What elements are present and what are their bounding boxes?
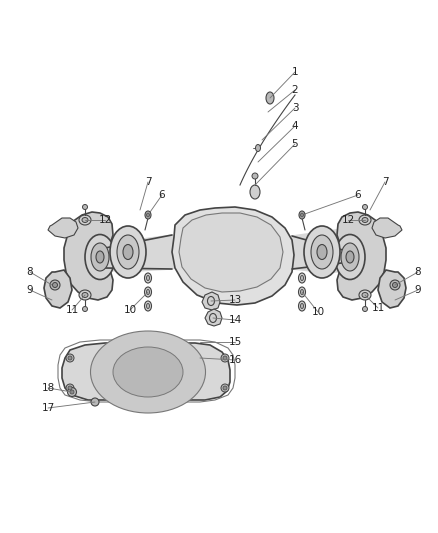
Ellipse shape (146, 276, 149, 280)
Polygon shape (372, 218, 402, 238)
Ellipse shape (91, 243, 109, 271)
Text: 9: 9 (415, 285, 421, 295)
Ellipse shape (146, 303, 149, 309)
Text: 9: 9 (27, 285, 33, 295)
Ellipse shape (363, 205, 367, 209)
Text: 6: 6 (159, 190, 165, 200)
Ellipse shape (266, 92, 274, 104)
Ellipse shape (252, 173, 258, 179)
Ellipse shape (300, 303, 304, 309)
Text: 15: 15 (228, 337, 242, 347)
Ellipse shape (221, 384, 229, 392)
Text: 2: 2 (292, 85, 298, 95)
Ellipse shape (117, 235, 139, 269)
Polygon shape (378, 270, 406, 308)
Text: 8: 8 (27, 267, 33, 277)
Ellipse shape (362, 217, 368, 222)
Ellipse shape (145, 287, 152, 297)
Ellipse shape (304, 226, 340, 278)
Text: 4: 4 (292, 121, 298, 131)
Ellipse shape (110, 226, 146, 278)
Ellipse shape (68, 386, 72, 390)
Text: 5: 5 (292, 139, 298, 149)
Text: 10: 10 (124, 305, 137, 315)
Polygon shape (64, 212, 113, 300)
Ellipse shape (70, 390, 74, 394)
Polygon shape (337, 212, 386, 300)
Text: 7: 7 (145, 177, 151, 187)
Ellipse shape (79, 290, 91, 300)
Ellipse shape (359, 215, 371, 225)
Ellipse shape (299, 273, 305, 283)
Ellipse shape (82, 293, 88, 297)
Ellipse shape (363, 306, 367, 311)
Ellipse shape (335, 235, 365, 279)
Text: 7: 7 (381, 177, 389, 187)
Ellipse shape (299, 301, 305, 311)
Text: 17: 17 (41, 403, 55, 413)
Text: 12: 12 (341, 215, 355, 225)
Ellipse shape (221, 354, 229, 362)
Ellipse shape (300, 276, 304, 280)
Ellipse shape (311, 235, 333, 269)
Ellipse shape (299, 211, 305, 219)
Ellipse shape (96, 251, 104, 263)
Polygon shape (62, 343, 230, 400)
Ellipse shape (300, 213, 304, 217)
Polygon shape (292, 228, 350, 272)
Text: 6: 6 (355, 190, 361, 200)
Ellipse shape (66, 384, 74, 392)
Ellipse shape (359, 290, 371, 300)
Ellipse shape (82, 306, 88, 311)
Ellipse shape (346, 251, 354, 263)
Text: 10: 10 (311, 307, 325, 317)
Ellipse shape (67, 387, 77, 397)
Ellipse shape (145, 301, 152, 311)
Text: 12: 12 (99, 215, 112, 225)
Ellipse shape (50, 280, 60, 290)
Ellipse shape (250, 185, 260, 199)
Ellipse shape (300, 289, 304, 295)
Text: 13: 13 (228, 295, 242, 305)
Ellipse shape (66, 354, 74, 362)
Polygon shape (205, 309, 222, 326)
Polygon shape (100, 235, 175, 272)
Polygon shape (48, 218, 78, 238)
Ellipse shape (85, 235, 115, 279)
Polygon shape (44, 270, 72, 308)
Text: 1: 1 (292, 67, 298, 77)
Ellipse shape (82, 217, 88, 222)
Polygon shape (202, 292, 220, 310)
Ellipse shape (82, 205, 88, 209)
Ellipse shape (91, 398, 99, 406)
Ellipse shape (341, 243, 359, 271)
Text: 8: 8 (415, 267, 421, 277)
Polygon shape (172, 207, 294, 305)
Text: 18: 18 (41, 383, 55, 393)
Text: 14: 14 (228, 315, 242, 325)
Ellipse shape (123, 245, 133, 260)
Ellipse shape (390, 280, 400, 290)
Text: 3: 3 (292, 103, 298, 113)
Ellipse shape (79, 215, 91, 225)
Polygon shape (179, 213, 283, 292)
Text: 11: 11 (371, 303, 385, 313)
Ellipse shape (53, 282, 57, 287)
Ellipse shape (223, 386, 227, 390)
Ellipse shape (91, 331, 205, 413)
Ellipse shape (113, 347, 183, 397)
Ellipse shape (392, 282, 398, 287)
Ellipse shape (317, 245, 327, 260)
Ellipse shape (223, 356, 227, 360)
Text: 16: 16 (228, 355, 242, 365)
Ellipse shape (145, 273, 152, 283)
Ellipse shape (299, 287, 305, 297)
Ellipse shape (362, 293, 368, 297)
Ellipse shape (146, 213, 149, 217)
Ellipse shape (255, 144, 261, 151)
Ellipse shape (145, 211, 151, 219)
Ellipse shape (68, 356, 72, 360)
Ellipse shape (146, 289, 149, 295)
Text: 11: 11 (65, 305, 79, 315)
